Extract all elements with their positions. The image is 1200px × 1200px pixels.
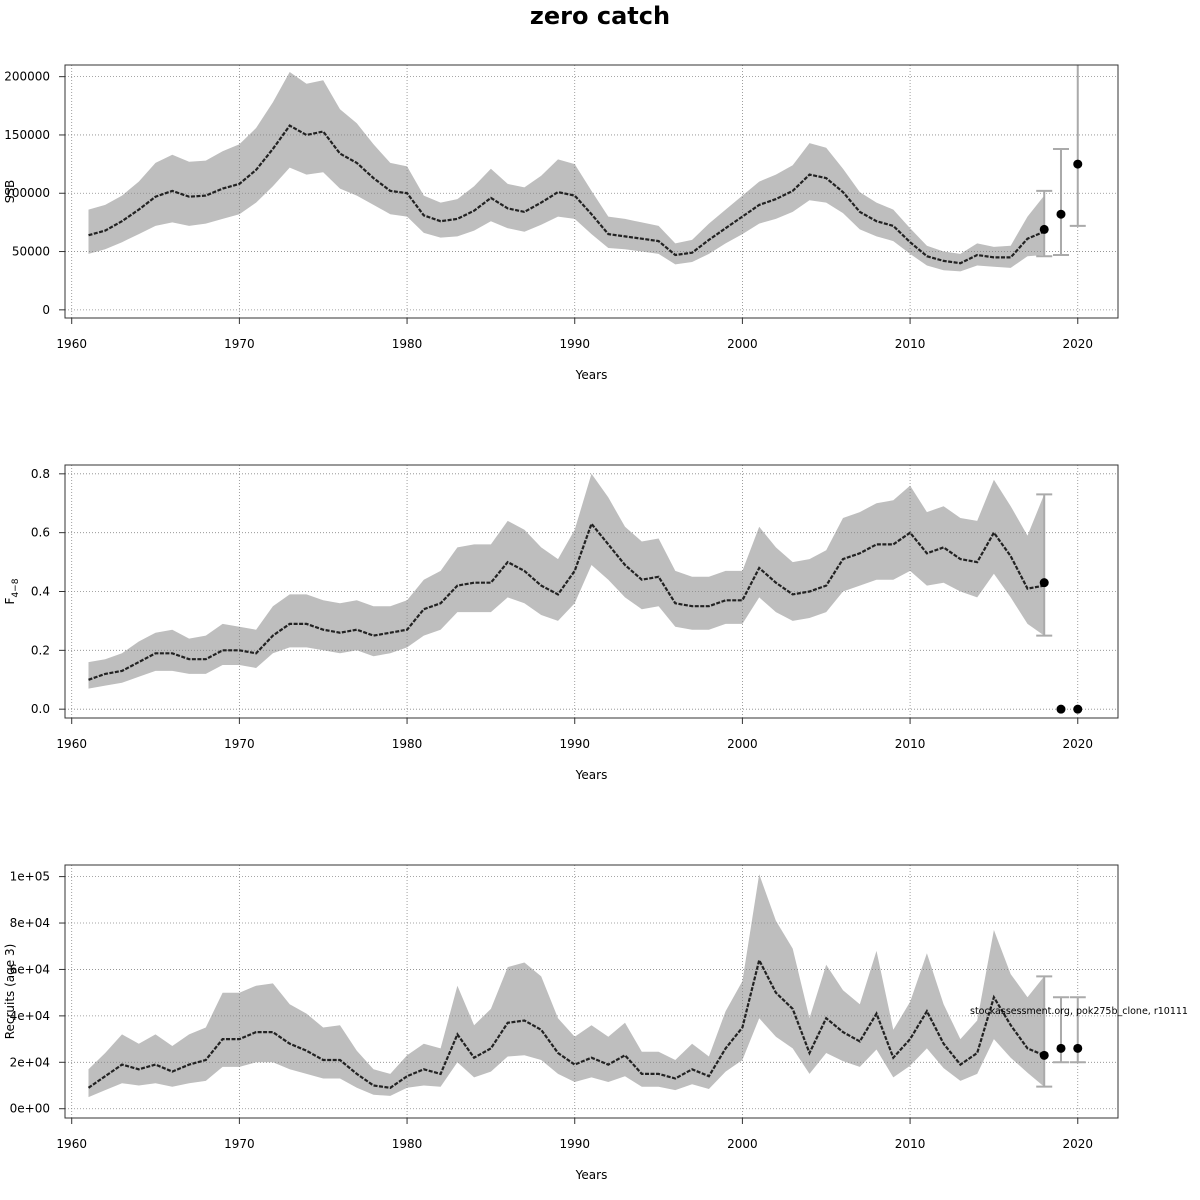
forecast-errorbar	[1036, 975, 1053, 1088]
y-tick-label: 0.6	[31, 526, 50, 540]
estimate-line	[88, 521, 1045, 681]
y-tick-label: 4e+04	[10, 1009, 50, 1023]
forecast-point	[1039, 578, 1049, 588]
confidence-band	[88, 874, 1045, 1098]
x-tick-label: 1970	[224, 737, 255, 751]
x-axis-label: Years	[575, 1168, 608, 1182]
estimate-line	[88, 124, 1045, 265]
y-axis-label-subscript: 4−8	[11, 578, 21, 597]
panel-3: 1960 1970 1980 1990 2000 2010 2020 0e+00 2e+04 4e…	[3, 864, 1119, 1182]
y-tick-label: 2e+04	[10, 1055, 50, 1069]
y-tick-label: 200000	[4, 70, 50, 84]
x-tick-label: 2010	[895, 1137, 926, 1151]
forecast-errorbar	[1069, 65, 1086, 227]
x-tick-label: 1990	[559, 1137, 590, 1151]
x-tick-label: 1960	[56, 737, 87, 751]
plot-frame	[64, 864, 1119, 1119]
x-tick-label: 1960	[56, 337, 87, 351]
forecast-point	[1056, 704, 1066, 714]
y-tick-label: 150000	[4, 128, 50, 142]
forecast-errorbar	[1036, 493, 1053, 637]
y-tick-label: 6e+04	[10, 962, 50, 976]
y-axis-label: SSB	[3, 180, 17, 203]
y-tick-label: 0.2	[31, 643, 50, 657]
x-tick-label: 1960	[56, 1137, 87, 1151]
y-tick-label: 1e+05	[10, 870, 50, 884]
x-tick-label: 2000	[727, 1137, 758, 1151]
x-tick-label: 2000	[727, 737, 758, 751]
y-tick-label: 0.0	[31, 702, 50, 716]
x-tick-label: 1990	[559, 737, 590, 751]
forecast-point	[1056, 209, 1066, 219]
x-tick-label: 1980	[392, 337, 423, 351]
y-tick-label: 0	[42, 303, 50, 317]
x-tick-label: 1990	[559, 337, 590, 351]
y-tick-label: 0.4	[31, 585, 50, 599]
x-tick-label: 2020	[1062, 737, 1093, 751]
x-axis-label: Years	[575, 768, 608, 782]
x-tick-label: 2000	[727, 337, 758, 351]
x-tick-label: 1970	[224, 1137, 255, 1151]
forecast-point	[1039, 1050, 1049, 1060]
y-tick-label: 100000	[4, 186, 50, 200]
watermark-label: stockassessment.org, pok275b_clone, r101…	[970, 1006, 1188, 1017]
x-axis-label: Years	[575, 368, 608, 382]
forecast-point	[1039, 224, 1049, 234]
x-tick-label: 1970	[224, 337, 255, 351]
chart-title: zero catch	[529, 2, 671, 30]
x-tick-label: 2010	[895, 337, 926, 351]
panel-2: 1960 1970 1980 1990 2000 2010 2020 0.0 0.2 0.4 0.6…	[3, 464, 1119, 782]
x-tick-label: 1980	[392, 737, 423, 751]
forecast-point	[1073, 159, 1083, 169]
panel-1: 1960 1970 1980 1990 2000 2010 2020 0 50000 100000…	[3, 64, 1119, 382]
y-axis-label: F4−8	[3, 578, 21, 604]
forecast-point	[1073, 1043, 1083, 1053]
forecast-point	[1073, 704, 1083, 714]
x-tick-label: 2010	[895, 737, 926, 751]
y-tick-label: 0.8	[31, 467, 50, 481]
y-tick-label: 0e+00	[10, 1102, 50, 1116]
estimate-line	[87, 957, 1045, 1089]
forecast-errorbar	[1052, 147, 1069, 257]
plot-frame	[64, 64, 1119, 319]
y-tick-label: 50000	[12, 245, 50, 259]
x-tick-label: 1980	[392, 1137, 423, 1151]
x-tick-label: 2020	[1062, 1137, 1093, 1151]
x-tick-label: 2020	[1062, 337, 1093, 351]
forecast-point	[1056, 1043, 1066, 1053]
forecast-errorbar	[1036, 189, 1053, 258]
y-tick-label: 8e+04	[10, 916, 50, 930]
confidence-band	[88, 72, 1045, 272]
y-axis-label: Recruits (age 3)	[3, 944, 17, 1040]
